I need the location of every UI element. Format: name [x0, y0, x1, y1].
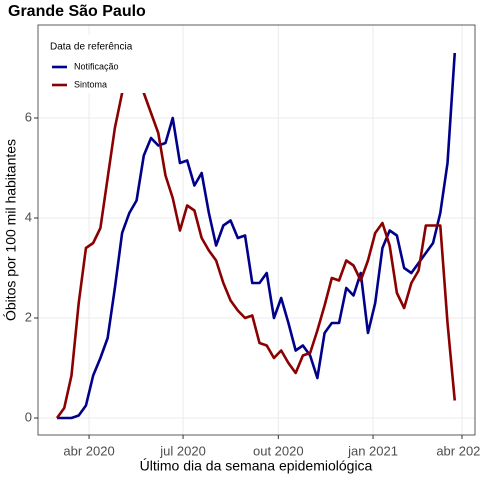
- panel-border: [37, 24, 476, 436]
- legend-label: Notificação: [74, 61, 119, 71]
- y-tick-label: 2: [25, 309, 32, 324]
- grid: [38, 25, 475, 435]
- y-axis-title: Óbitos por 100 mil habitantes: [3, 139, 19, 321]
- x-tick-label: out 2020: [253, 443, 304, 458]
- legend-label: Sintoma: [74, 79, 107, 89]
- y-tick-label: 4: [25, 209, 32, 224]
- x-tick-label: jan 2021: [347, 443, 398, 458]
- y-tick-label: 0: [25, 409, 32, 424]
- y-tick-label: 6: [25, 109, 32, 124]
- x-axis-title: Último dia da semana epidemiológica: [140, 458, 373, 474]
- legend-title: Data de referência: [50, 42, 133, 53]
- x-tick-label: abr 2021: [436, 443, 480, 458]
- chart-title: Grande São Paulo: [8, 3, 146, 20]
- series-line: [57, 52, 457, 420]
- legend: Data de referência Notificação Sintoma: [46, 35, 150, 93]
- x-tick-label: abr 2020: [63, 443, 114, 458]
- x-tick-label: jul 2020: [159, 443, 206, 458]
- legend-background: [46, 35, 150, 93]
